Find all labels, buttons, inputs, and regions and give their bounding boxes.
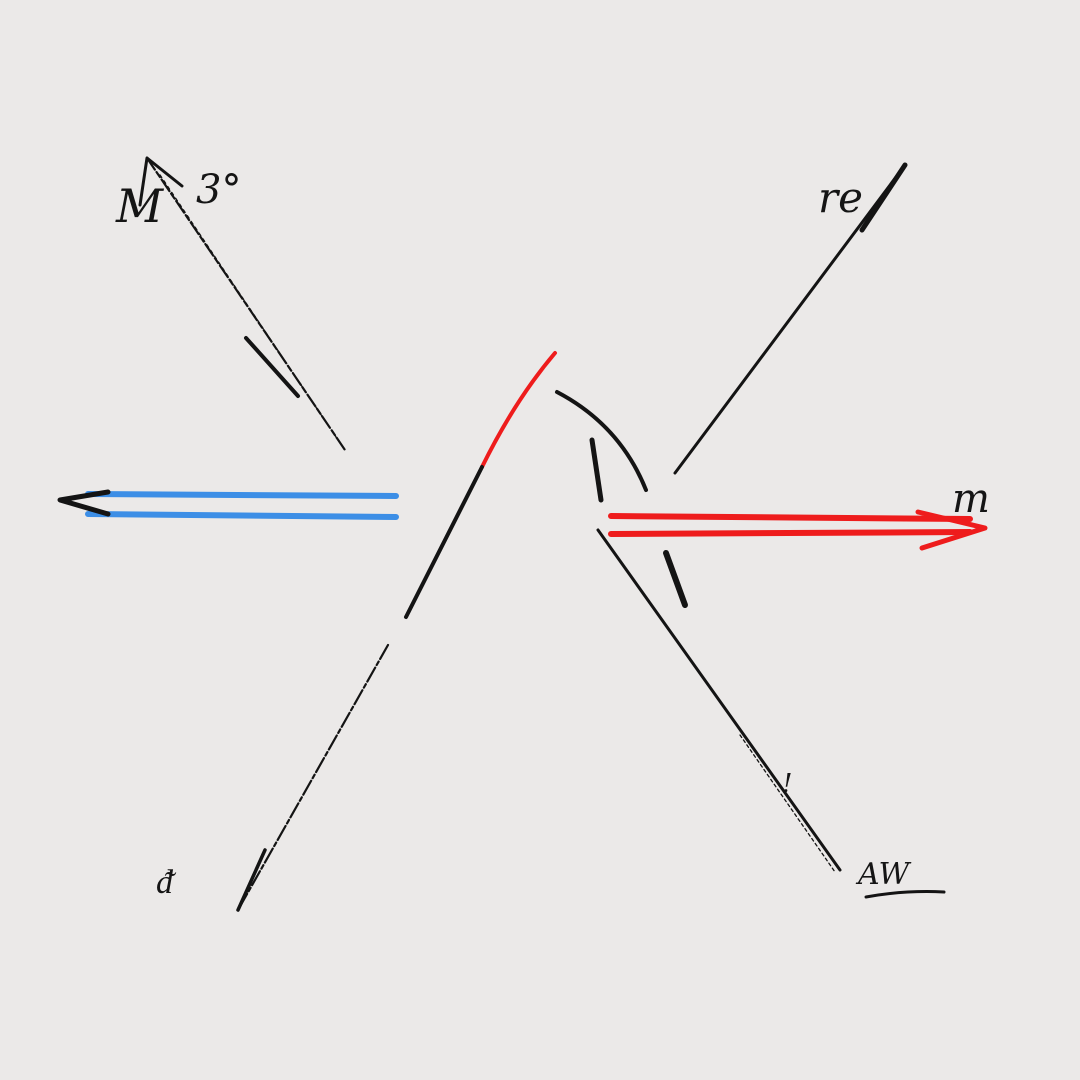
upper-right-arrow bbox=[673, 162, 908, 475]
red-double-arrow bbox=[608, 509, 988, 551]
central-tick-left bbox=[589, 437, 604, 503]
label-top-left-angle: 3° bbox=[196, 167, 241, 213]
blue-arrow-line-lower bbox=[85, 511, 399, 520]
upper-left-tick bbox=[244, 336, 300, 398]
upper-left-arrowhead bbox=[138, 156, 184, 207]
lower-right-line-shaft bbox=[596, 528, 842, 872]
lower-right-line-double bbox=[739, 734, 836, 873]
central-right-arc bbox=[555, 390, 648, 492]
label-top-left: M bbox=[115, 179, 165, 233]
central-tick-right bbox=[663, 550, 688, 608]
upper-right-arrow-shaft bbox=[673, 163, 907, 475]
red-arrow-line-lower bbox=[608, 529, 973, 537]
lower-right-line bbox=[596, 528, 842, 873]
lower-left-line bbox=[236, 643, 390, 912]
central-left-leg-red bbox=[480, 351, 557, 469]
label-top-right: re bbox=[818, 173, 863, 222]
lower-left-line-end bbox=[236, 848, 267, 912]
upper-left-arrow-shaft-double bbox=[159, 174, 339, 441]
tick-mark: ! bbox=[782, 769, 792, 799]
red-arrow-line-upper bbox=[608, 513, 973, 522]
upper-left-arrow bbox=[138, 156, 347, 452]
blue-arrowhead bbox=[57, 489, 111, 517]
label-bottom-right-underline bbox=[864, 890, 946, 899]
blue-arrow-line-upper bbox=[85, 491, 399, 499]
lower-left-line-shaft bbox=[236, 643, 390, 912]
label-bottom-left: ᵭ bbox=[156, 862, 177, 902]
central-left-leg-black bbox=[404, 465, 484, 619]
central-peak bbox=[404, 351, 688, 619]
blue-double-arrow bbox=[57, 489, 399, 520]
label-right: m bbox=[952, 476, 990, 522]
upper-right-arrowhead bbox=[859, 162, 908, 233]
label-bottom-right: AW bbox=[855, 857, 911, 892]
red-arrowhead bbox=[915, 509, 988, 551]
